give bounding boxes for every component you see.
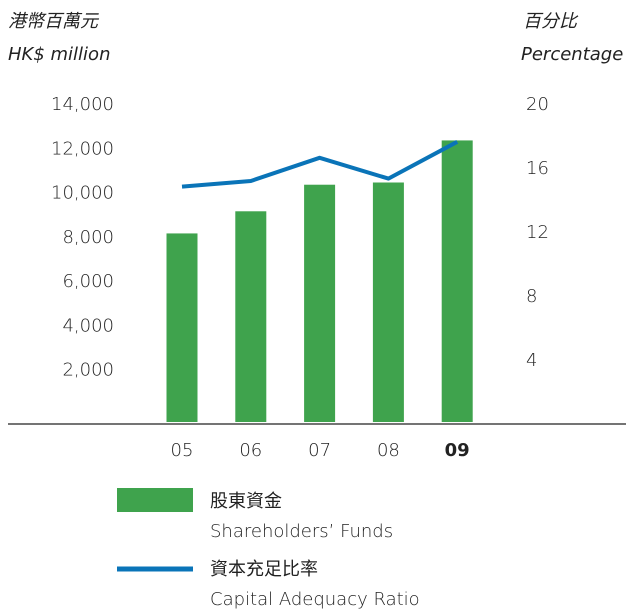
y-tick-label: 8,000 (62, 227, 114, 248)
y-tick-label: 12,000 (51, 138, 114, 159)
y2-tick-label: 16 (526, 158, 549, 179)
y2-tick-label: 4 (526, 350, 537, 371)
y-axis-title: 港幣百萬元 (8, 11, 100, 32)
legend-label: 股東資金 (210, 491, 282, 512)
x-tick-label: 07 (308, 440, 331, 461)
legend-label: Capital Adequacy Ratio (210, 589, 420, 609)
y-tick-label: 10,000 (51, 183, 114, 204)
bar (441, 140, 473, 422)
y-tick-label: 2,000 (62, 360, 114, 381)
x-tick-label: 06 (239, 440, 262, 461)
x-tick-label: 05 (171, 440, 194, 461)
y-tick-label: 6,000 (62, 271, 114, 292)
ratio-line (181, 140, 459, 189)
legend-label: 資本充足比率 (210, 559, 318, 580)
y2-axis-title: 百分比 (523, 11, 579, 32)
bar (304, 184, 336, 422)
bar (235, 211, 267, 422)
y-axis-title: HK$ million (8, 44, 110, 65)
y-tick-label: 14,000 (51, 94, 114, 115)
y2-axis-title: Percentage (521, 44, 623, 65)
legend-swatch (117, 488, 193, 512)
x-tick-label: 09 (445, 440, 470, 461)
y2-tick-label: 12 (526, 222, 549, 243)
y-tick-label: 4,000 (62, 315, 114, 336)
x-tick-label: 08 (377, 440, 400, 461)
bar (372, 182, 404, 422)
legend-label: Shareholders’ Funds (210, 521, 393, 542)
y2-tick-label: 20 (526, 94, 549, 115)
y2-tick-label: 8 (526, 286, 537, 307)
bar (166, 233, 198, 422)
